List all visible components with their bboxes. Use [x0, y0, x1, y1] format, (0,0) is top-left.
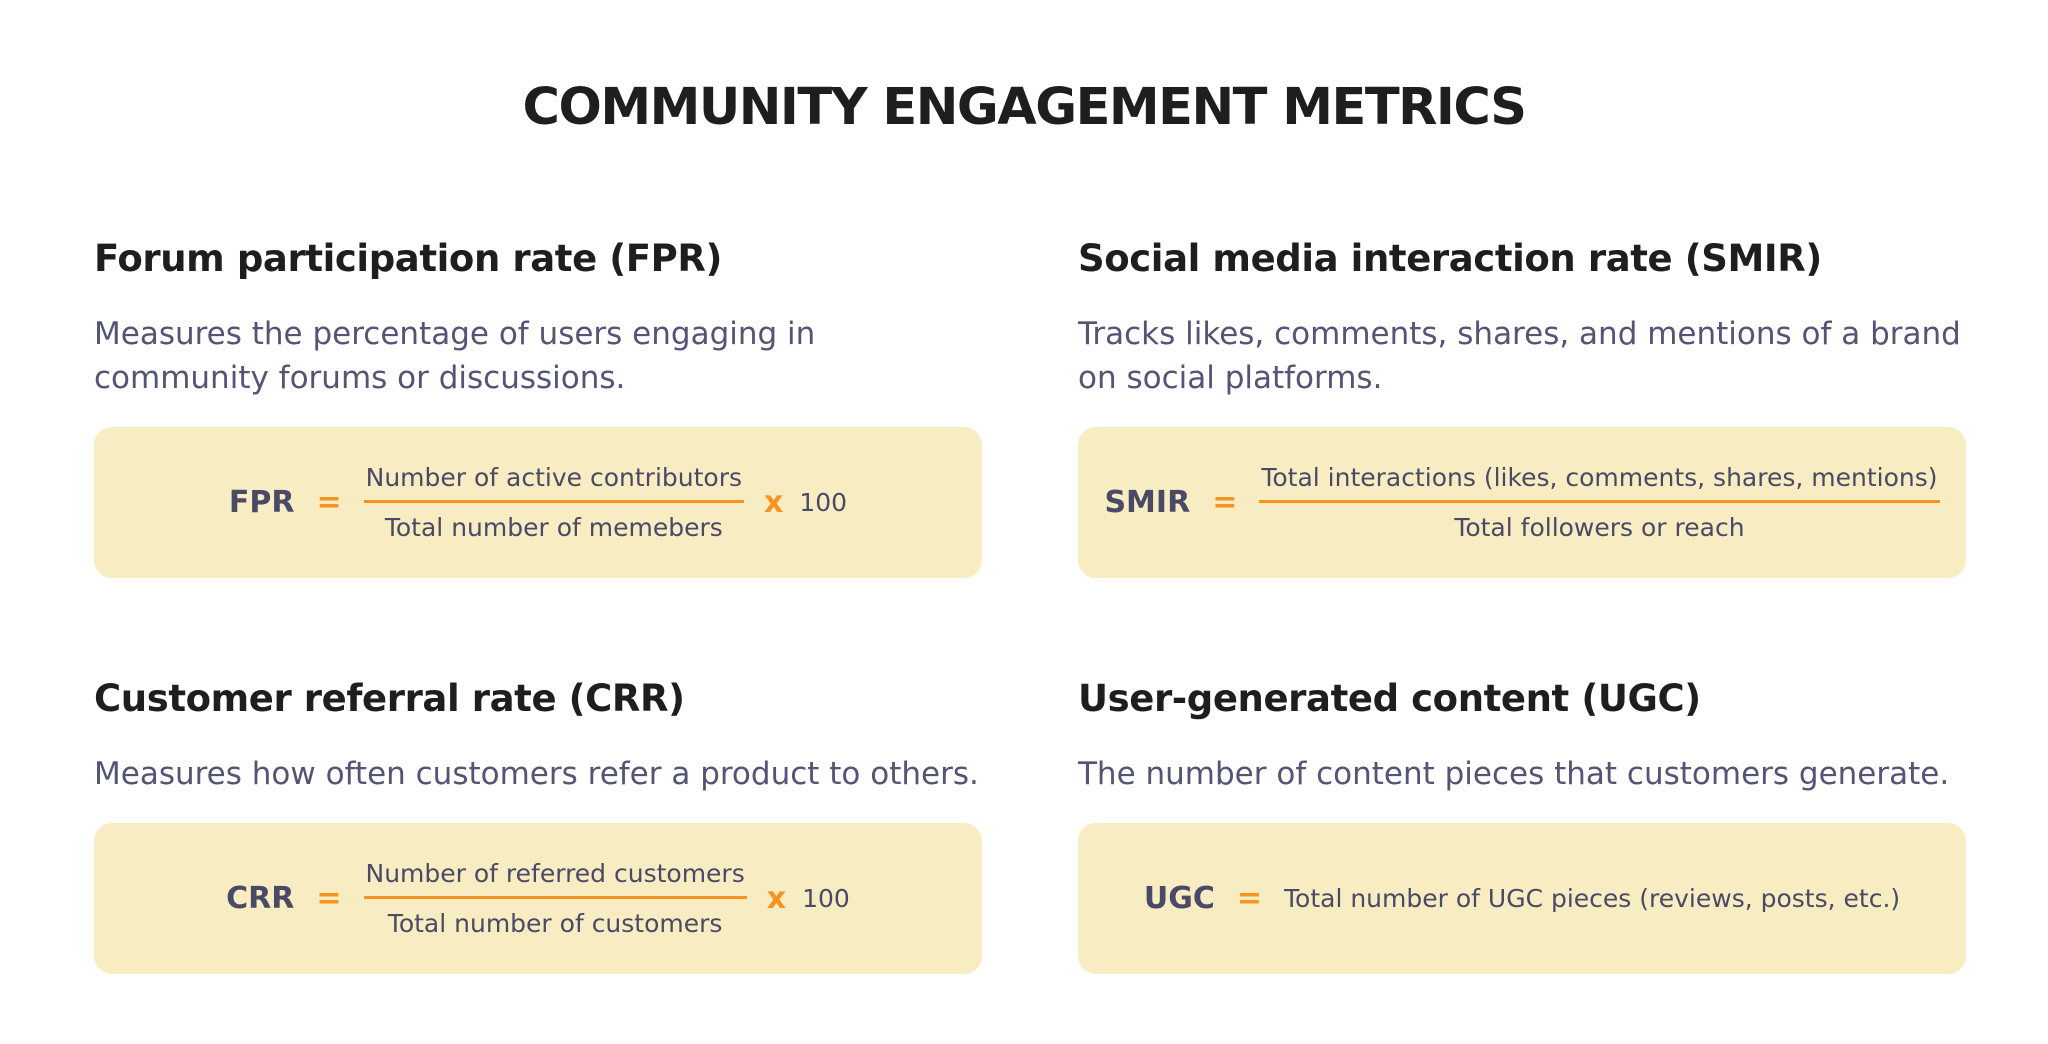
formula-fraction: Number of active contributors Total numb… — [363, 463, 745, 542]
formula-expression: Total number of UGC pieces (reviews, pos… — [1284, 884, 1901, 913]
formula-multiplier: 100 — [799, 488, 848, 517]
metric-ugc: User-generated content (UGC) The number … — [1078, 677, 1966, 974]
formula-fraction: Number of referred customers Total numbe… — [363, 859, 747, 938]
formula-box: SMIR = Total interactions (likes, commen… — [1078, 427, 1966, 578]
equals-sign: = — [1236, 881, 1262, 916]
page-title: COMMUNITY ENGAGEMENT METRICS — [522, 78, 1527, 137]
metric-description: Measures how often customers refer a pro… — [94, 756, 979, 792]
equals-sign: = — [316, 485, 342, 520]
formula-denominator: Total number of memebers — [384, 513, 723, 542]
formula-numerator: Number of referred customers — [365, 859, 745, 888]
formula-abbreviation: SMIR — [1104, 485, 1191, 520]
formula-fraction: Total interactions (likes, comments, sha… — [1259, 463, 1940, 542]
metric-fpr: Forum participation rate (FPR) Measures … — [94, 237, 982, 578]
metric-title: User-generated content (UGC) — [1078, 677, 1701, 720]
metric-title: Forum participation rate (FPR) — [94, 237, 722, 280]
fraction-bar — [363, 500, 745, 503]
metric-title: Social media interaction rate (SMIR) — [1078, 237, 1822, 280]
formula-abbreviation: FPR — [228, 485, 295, 520]
metric-title: Customer referral rate (CRR) — [94, 677, 685, 720]
metric-smir: Social media interaction rate (SMIR) Tra… — [1078, 237, 1966, 578]
metric-description: The number of content pieces that custom… — [1078, 756, 1950, 792]
formula-abbreviation: UGC — [1143, 881, 1215, 916]
formula-denominator: Total followers or reach — [1454, 513, 1745, 542]
formula-abbreviation: CRR — [226, 881, 295, 916]
formula-box: FPR = Number of active contributors Tota… — [94, 427, 982, 578]
metric-crr: Customer referral rate (CRR) Measures ho… — [94, 677, 982, 974]
equals-sign: = — [316, 881, 342, 916]
fraction-bar — [1259, 500, 1940, 503]
formula-numerator: Total interactions (likes, comments, sha… — [1261, 463, 1938, 492]
formula-multiplier: 100 — [802, 884, 850, 913]
multiply-sign: x — [766, 881, 787, 916]
formula-denominator: Total number of customers — [387, 909, 723, 938]
metric-description: Tracks likes, comments, shares, and ment… — [1078, 316, 1961, 396]
metric-description: Measures the percentage of users engagin… — [94, 316, 816, 396]
equals-sign: = — [1212, 485, 1238, 520]
formula-box: UGC = Total number of UGC pieces (review… — [1078, 823, 1966, 974]
formula-box: CRR = Number of referred customers Total… — [94, 823, 982, 974]
fraction-bar — [363, 896, 747, 899]
formula-numerator: Number of active contributors — [365, 463, 743, 492]
multiply-sign: x — [764, 485, 784, 520]
